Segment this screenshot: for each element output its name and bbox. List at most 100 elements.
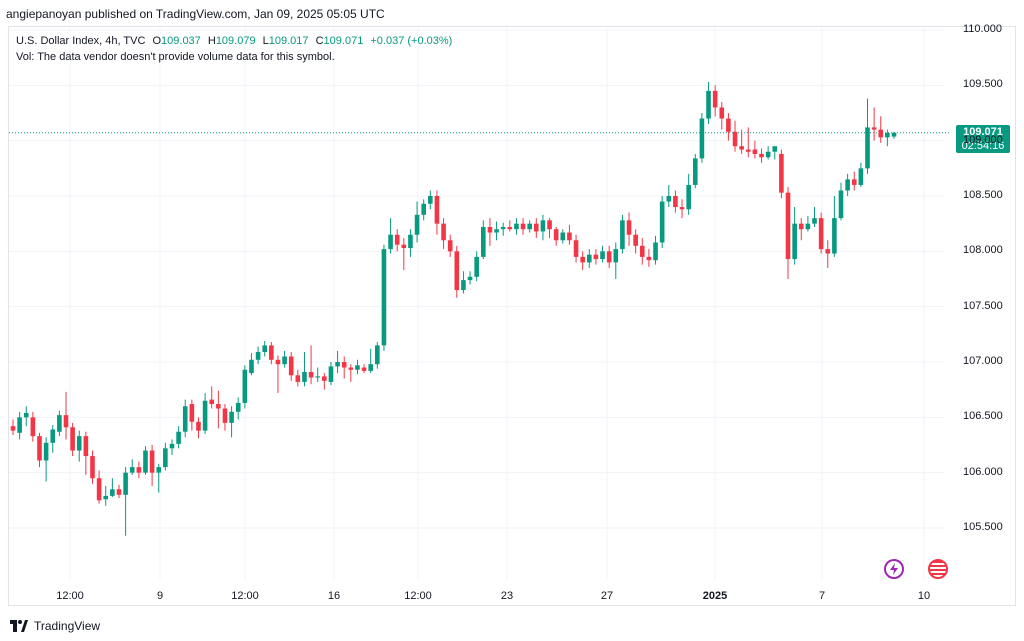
change-value: +0.037 (+0.03%) [370, 35, 453, 47]
candle [43, 437, 49, 482]
candle-body [315, 376, 321, 378]
candle-body [328, 366, 334, 382]
candle-body [785, 192, 791, 260]
y-tick-label: 106.500 [963, 410, 1003, 423]
candle [182, 399, 188, 438]
candle-body [414, 214, 420, 235]
candle-body [116, 489, 122, 495]
candle [620, 214, 625, 254]
candle-body [149, 450, 155, 473]
candle-body [123, 472, 128, 495]
candle [858, 162, 864, 188]
candle-body [83, 436, 89, 457]
candle [454, 245, 460, 298]
candle [30, 411, 36, 442]
candle-body [189, 404, 195, 422]
candle [149, 445, 155, 486]
candle-body [169, 443, 175, 449]
candle-body [527, 223, 532, 230]
candle-body [765, 151, 771, 158]
candle-body [209, 399, 215, 405]
candle [719, 101, 725, 130]
candle [759, 148, 764, 163]
candle [288, 352, 294, 381]
candle-body [745, 149, 751, 152]
candle [269, 342, 274, 365]
candle [50, 425, 56, 453]
candle [633, 229, 638, 254]
candle-body [832, 218, 837, 254]
y-tick-label: 108.500 [963, 189, 1003, 201]
candle [262, 340, 268, 357]
candle [692, 153, 698, 189]
candle [57, 410, 62, 437]
candle [361, 364, 367, 374]
candle-body [865, 127, 870, 169]
candle [818, 212, 824, 254]
candle [885, 129, 890, 147]
candle [76, 430, 82, 462]
candle [23, 406, 29, 427]
candle-body [176, 431, 181, 444]
candle-body [633, 234, 638, 246]
candle [315, 367, 321, 382]
candle [394, 229, 400, 252]
candle [573, 234, 579, 263]
candle-body [262, 345, 268, 353]
candle-body [222, 408, 228, 423]
candle-body [580, 256, 585, 263]
candle [845, 173, 850, 196]
candle [90, 450, 95, 484]
candle [37, 432, 42, 468]
candle [355, 359, 360, 375]
y-tick-label: 107.500 [963, 299, 1003, 312]
candle [17, 411, 22, 440]
candle [646, 249, 652, 267]
candle [891, 131, 897, 139]
candle-body [613, 249, 619, 263]
chart-pane[interactable] [8, 26, 1016, 606]
candle [401, 238, 407, 271]
x-tick-label: 10 [917, 590, 931, 602]
us-flag-icon[interactable] [928, 559, 948, 579]
candle [745, 127, 751, 158]
x-tick-label: 23 [500, 590, 514, 602]
candle-body [467, 276, 473, 281]
low-label: L [262, 35, 269, 47]
candle [176, 426, 181, 449]
close-label: C [315, 35, 324, 47]
candle-body [706, 90, 711, 119]
candle-body [487, 226, 493, 233]
footer-brand[interactable]: TradingView [10, 619, 100, 633]
y-tick-label: 106.000 [963, 465, 1003, 478]
volume-note: Vol: The data vendor doesn't provide vol… [16, 51, 335, 63]
lightning-icon[interactable] [884, 559, 904, 579]
candle-body [798, 223, 804, 230]
symbol-title[interactable]: U.S. Dollar Index, 4h, TVC [16, 35, 146, 47]
candle-body [269, 345, 274, 360]
candle-body [63, 415, 69, 428]
candle-body [686, 184, 691, 210]
candle-body [428, 196, 433, 204]
candle [494, 221, 499, 241]
candle-body [838, 190, 844, 219]
candle-body [659, 201, 665, 243]
candle-body [43, 442, 49, 461]
candle [375, 342, 380, 369]
candle-body [37, 436, 42, 461]
candle [639, 238, 645, 265]
candle-body [692, 158, 698, 185]
candle [447, 234, 453, 257]
candle [196, 417, 201, 439]
candle-body [540, 220, 546, 232]
candle-body [421, 203, 426, 215]
candle [520, 218, 526, 235]
candle [514, 218, 519, 235]
candle [10, 419, 16, 436]
last-price-tag: 109.071 02:54:16 [956, 125, 1010, 153]
candle-body [441, 223, 446, 241]
candle-body [235, 402, 241, 412]
candle [481, 220, 486, 260]
candle-body [712, 90, 718, 108]
